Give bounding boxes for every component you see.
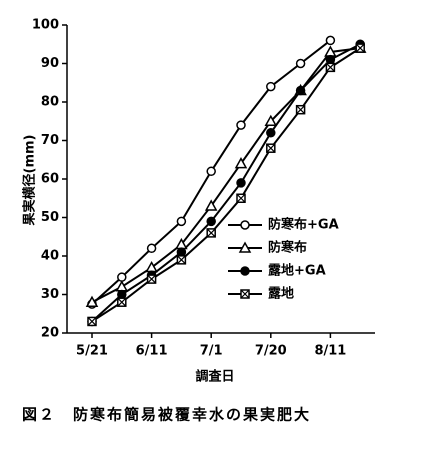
marker-shape (236, 193, 246, 203)
marker-shape (238, 241, 252, 253)
marker (176, 247, 187, 257)
marker-shape (146, 243, 157, 254)
marker (295, 58, 306, 69)
marker-shape (295, 85, 306, 96)
y-tick-label: 50 (41, 210, 59, 225)
marker (240, 220, 250, 230)
legend-label: 露地+GA (268, 263, 326, 279)
marker-shape (234, 157, 248, 169)
marker (117, 272, 127, 282)
marker (234, 157, 248, 169)
legend-label: 防寒布 (268, 240, 307, 256)
marker-shape (87, 317, 97, 326)
marker-shape (240, 220, 250, 230)
marker (146, 274, 157, 284)
marker (325, 54, 336, 65)
marker-shape (240, 289, 250, 299)
marker-shape (266, 143, 276, 153)
caption: 図２ 防寒布簡易被覆幸水の果実肥大 (22, 406, 311, 424)
y-tick-label: 30 (41, 287, 59, 302)
marker-shape (176, 247, 187, 257)
marker-shape (117, 272, 127, 282)
marker (206, 166, 216, 177)
marker-shape (355, 43, 365, 53)
series-line (91, 47, 361, 304)
marker-shape (117, 297, 127, 307)
marker-shape (264, 114, 278, 126)
x-axis-title: 調査日 (195, 369, 234, 385)
series-line (91, 43, 361, 323)
marker-shape (266, 128, 276, 138)
marker (264, 114, 278, 126)
marker-shape (236, 178, 246, 188)
marker (87, 316, 97, 327)
marker (266, 81, 276, 92)
y-tick-label: 100 (32, 18, 59, 33)
marker-shape (325, 35, 336, 46)
marker-shape (85, 295, 99, 307)
marker-shape (325, 54, 336, 65)
x-tick-label: 6/11 (136, 344, 168, 359)
marker-shape (206, 228, 216, 238)
marker (117, 297, 127, 307)
marker-shape (176, 255, 186, 265)
y-tick-label: 60 (41, 172, 59, 187)
marker (176, 216, 187, 227)
marker-shape (240, 266, 250, 276)
marker (176, 255, 187, 265)
marker-shape (266, 81, 276, 92)
marker (238, 241, 252, 253)
marker (240, 266, 250, 276)
y-tick-label: 80 (41, 95, 59, 110)
marker-shape (236, 120, 246, 130)
marker (295, 104, 306, 115)
marker (355, 43, 365, 53)
marker-shape (325, 62, 335, 72)
marker (266, 143, 276, 153)
marker-shape (206, 166, 216, 177)
x-tick-label: 7/20 (255, 344, 287, 359)
y-tick-label: 20 (41, 326, 59, 341)
marker-shape (147, 274, 157, 284)
y-tick-label: 70 (41, 133, 59, 148)
marker-shape (295, 58, 306, 69)
marker (85, 295, 99, 307)
x-tick-label: 5/21 (76, 344, 108, 359)
marker (206, 216, 216, 227)
marker-shape (206, 216, 216, 227)
y-tick-label: 90 (41, 56, 59, 71)
marker-shape (176, 216, 187, 227)
legend-label: 防寒布+GA (268, 217, 339, 233)
y-tick-label: 40 (41, 249, 59, 264)
marker (117, 289, 127, 300)
marker (206, 228, 216, 238)
marker (240, 289, 250, 299)
marker (236, 193, 246, 203)
marker (236, 120, 246, 130)
y-axis-title: 果実横径(mm) (22, 135, 38, 227)
marker (266, 128, 276, 138)
legend-label: 露地 (268, 286, 294, 302)
series-line (91, 47, 361, 323)
marker (236, 178, 246, 188)
marker-shape (296, 105, 306, 115)
marker (204, 199, 218, 211)
marker (146, 243, 157, 254)
marker (295, 85, 306, 96)
x-tick-label: 8/11 (314, 344, 346, 359)
marker (325, 62, 336, 73)
x-tick-label: 7/1 (200, 344, 223, 359)
marker-shape (204, 199, 218, 211)
marker-shape (117, 289, 127, 300)
marker (325, 35, 336, 46)
